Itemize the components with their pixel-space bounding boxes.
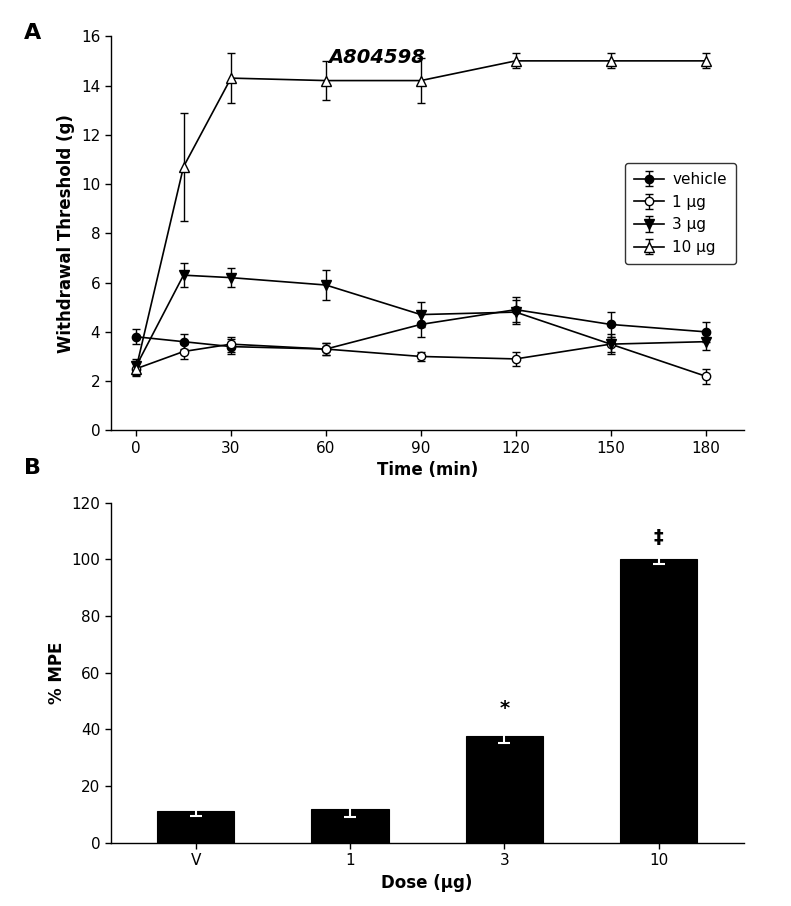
Y-axis label: % MPE: % MPE — [48, 641, 66, 704]
Text: B: B — [24, 458, 40, 477]
Bar — [312, 808, 388, 843]
Bar — [620, 559, 697, 843]
Bar — [157, 812, 234, 843]
Y-axis label: Withdrawal Threshold (g): Withdrawal Threshold (g) — [58, 114, 75, 352]
X-axis label: Dose (μg): Dose (μg) — [381, 873, 473, 892]
Text: *: * — [499, 699, 509, 718]
X-axis label: Time (min): Time (min) — [377, 461, 478, 479]
Bar — [466, 737, 543, 843]
Text: A: A — [24, 23, 41, 43]
Legend: vehicle, 1 μg, 3 μg, 10 μg: vehicle, 1 μg, 3 μg, 10 μg — [625, 163, 736, 265]
Text: ‡: ‡ — [654, 527, 664, 546]
Text: A804598: A804598 — [328, 48, 425, 67]
